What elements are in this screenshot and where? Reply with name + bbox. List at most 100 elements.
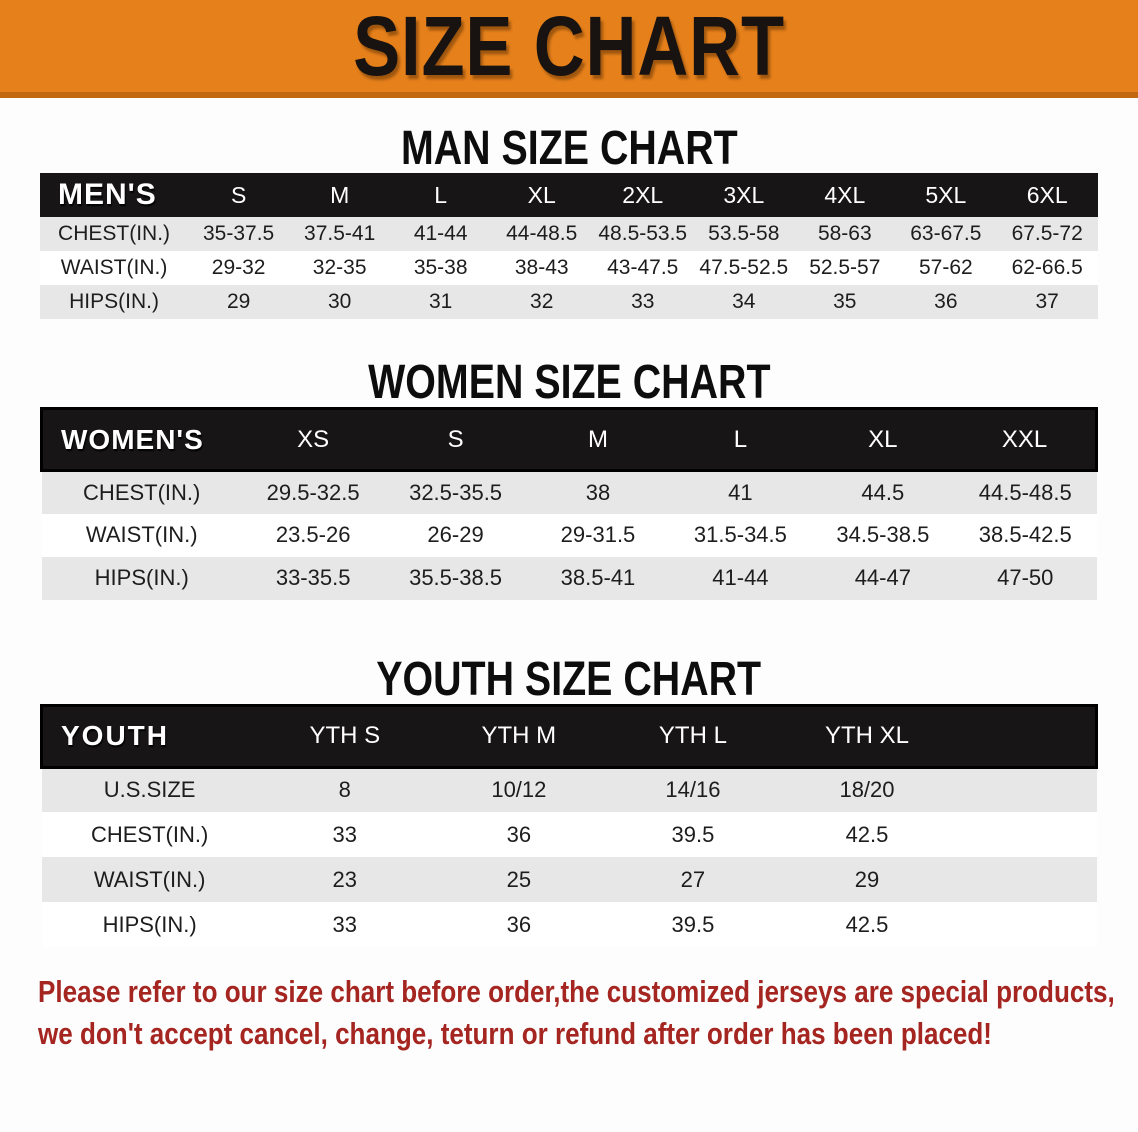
disclaimer-note: Please refer to our size chart before or… <box>0 971 1138 1055</box>
youth-table-corner: YOUTH <box>39 703 258 769</box>
size-column-header: S <box>188 173 290 217</box>
size-value: 41 <box>669 470 812 514</box>
men-section-heading: MAN SIZE CHART <box>0 125 1138 173</box>
size-value: 36 <box>431 902 606 947</box>
size-value: 33 <box>592 285 694 319</box>
row-label: U.S.SIZE <box>41 767 258 812</box>
youth-waist-row: WAIST(IN.) 23 25 27 29 <box>41 857 1097 902</box>
size-value: 47-50 <box>954 556 1097 600</box>
size-column-header: L <box>669 407 812 472</box>
size-column-header: M <box>289 173 391 217</box>
size-value: 57-62 <box>895 251 997 285</box>
size-value: 37.5-41 <box>289 217 391 251</box>
size-value: 42.5 <box>779 902 955 947</box>
women-hips-row: HIPS(IN.) 33-35.5 35.5-38.5 38.5-41 41-4… <box>41 556 1097 600</box>
size-value: 39.5 <box>605 812 780 857</box>
row-label: WAIST(IN.) <box>41 513 242 557</box>
women-table-corner: WOMEN'S <box>39 407 242 472</box>
size-value: 35-37.5 <box>188 217 290 251</box>
size-column-header: YTH L <box>605 703 780 769</box>
size-value: 37 <box>996 285 1098 319</box>
size-value: 41-44 <box>669 556 812 600</box>
size-value: 38.5-42.5 <box>954 513 1097 557</box>
size-value: 48.5-53.5 <box>592 217 694 251</box>
size-value: 18/20 <box>779 767 955 812</box>
banner: SIZE CHART <box>0 0 1138 98</box>
size-value: 26-29 <box>384 513 527 557</box>
women-section-heading: WOMEN SIZE CHART <box>0 359 1138 407</box>
size-value: 58-63 <box>794 217 896 251</box>
cell-filler <box>954 812 1097 857</box>
size-column-header: XS <box>241 407 385 472</box>
size-value: 44-47 <box>811 556 955 600</box>
cell-filler <box>954 857 1097 902</box>
size-column-header: L <box>390 173 492 217</box>
row-label: HIPS(IN.) <box>41 556 242 600</box>
men-header-row: MEN'S S M L XL 2XL 3XL 4XL 5XL 6XL <box>40 173 1098 217</box>
women-size-table: WOMEN'S XS S M L XL XXL CHEST(IN.) 29.5-… <box>39 407 1099 600</box>
size-value: 44.5-48.5 <box>954 470 1097 514</box>
size-value: 44-48.5 <box>491 217 593 251</box>
size-column-header: YTH XL <box>779 703 955 769</box>
size-value: 33 <box>257 902 432 947</box>
size-value: 38 <box>526 470 670 514</box>
size-column-header: S <box>384 407 527 472</box>
size-value: 67.5-72 <box>996 217 1098 251</box>
women-header-row: WOMEN'S XS S M L XL XXL <box>39 407 1099 472</box>
size-value: 43-47.5 <box>592 251 694 285</box>
row-label: CHEST(IN.) <box>41 812 258 857</box>
size-value: 63-67.5 <box>895 217 997 251</box>
size-value: 39.5 <box>605 902 780 947</box>
men-size-table: MEN'S S M L XL 2XL 3XL 4XL 5XL 6XL CHEST… <box>40 173 1098 319</box>
size-value: 27 <box>605 857 780 902</box>
size-value: 32.5-35.5 <box>384 470 527 514</box>
size-value: 10/12 <box>431 767 606 812</box>
size-value: 62-66.5 <box>996 251 1098 285</box>
size-value: 29.5-32.5 <box>241 470 385 514</box>
row-label: HIPS(IN.) <box>41 902 258 947</box>
youth-section-heading: YOUTH SIZE CHART <box>0 652 1138 706</box>
size-value: 34 <box>693 285 795 319</box>
size-value: 8 <box>257 767 432 812</box>
size-value: 47.5-52.5 <box>693 251 795 285</box>
size-value: 35 <box>794 285 896 319</box>
size-column-header: 5XL <box>895 173 997 217</box>
disclaimer-line-2: we don't accept cancel, change, teturn o… <box>38 1016 992 1052</box>
size-column-header: XL <box>491 173 593 217</box>
size-value: 38.5-41 <box>526 556 670 600</box>
size-column-header: 6XL <box>996 173 1098 217</box>
men-chest-row: CHEST(IN.) 35-37.5 37.5-41 41-44 44-48.5… <box>40 217 1098 251</box>
banner-title: SIZE CHART <box>353 0 785 93</box>
size-value: 32 <box>491 285 593 319</box>
row-label: CHEST(IN.) <box>41 470 242 514</box>
size-value: 36 <box>431 812 606 857</box>
size-value: 29-32 <box>188 251 290 285</box>
size-value: 34.5-38.5 <box>811 513 955 557</box>
row-label: WAIST(IN.) <box>40 251 189 285</box>
size-value: 35.5-38.5 <box>384 556 527 600</box>
size-value: 53.5-58 <box>693 217 795 251</box>
size-column-header: YTH S <box>257 703 432 769</box>
size-value: 33-35.5 <box>241 556 385 600</box>
youth-ussize-row: U.S.SIZE 8 10/12 14/16 18/20 <box>41 767 1097 812</box>
size-value: 14/16 <box>605 767 780 812</box>
row-label: WAIST(IN.) <box>41 857 258 902</box>
size-column-header: YTH M <box>431 703 606 769</box>
men-table-corner: MEN'S <box>40 173 189 217</box>
size-value: 29-31.5 <box>526 513 670 557</box>
size-value: 23 <box>257 857 432 902</box>
women-waist-row: WAIST(IN.) 23.5-26 26-29 29-31.5 31.5-34… <box>41 513 1097 557</box>
size-value: 41-44 <box>390 217 492 251</box>
disclaimer-line-1: Please refer to our size chart before or… <box>38 974 1115 1009</box>
size-value: 32-35 <box>289 251 391 285</box>
men-hips-row: HIPS(IN.) 29 30 31 32 33 34 35 36 37 <box>40 285 1098 319</box>
size-value: 38-43 <box>491 251 593 285</box>
youth-heading-text: YOUTH SIZE CHART <box>376 652 762 706</box>
size-value: 30 <box>289 285 391 319</box>
men-heading-text: MAN SIZE CHART <box>400 122 738 175</box>
size-value: 31.5-34.5 <box>669 513 812 557</box>
cell-filler <box>954 767 1097 812</box>
size-column-header: 4XL <box>794 173 896 217</box>
size-value: 35-38 <box>390 251 492 285</box>
